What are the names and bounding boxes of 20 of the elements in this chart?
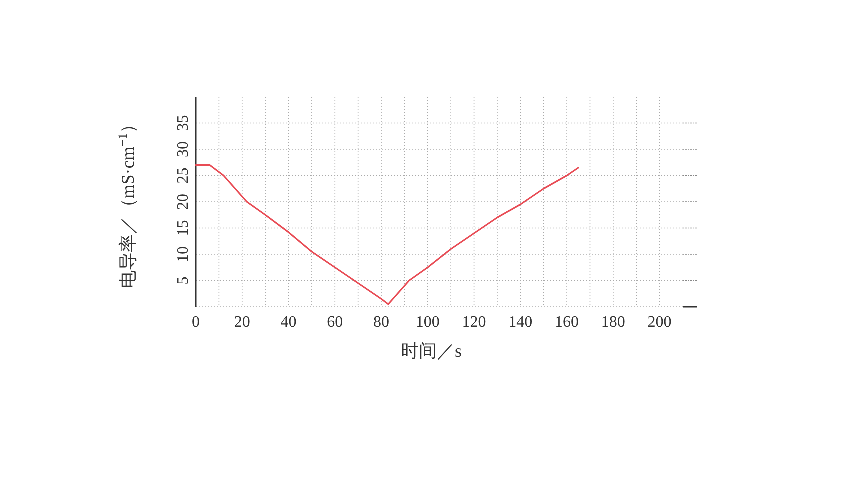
x-tick-label: 0 bbox=[192, 314, 200, 331]
x-tick-label: 180 bbox=[601, 314, 626, 331]
y-tick-label: 15 bbox=[175, 220, 192, 236]
y-tick-label: 10 bbox=[175, 246, 192, 262]
x-tick-label: 200 bbox=[648, 314, 672, 331]
y-tick-label: 35 bbox=[175, 115, 192, 132]
y-tick-label: 25 bbox=[175, 168, 192, 184]
y-tick-label: 20 bbox=[175, 194, 192, 210]
x-tick-label: 80 bbox=[374, 314, 390, 331]
y-tick-label: 30 bbox=[175, 142, 192, 158]
x-tick-label: 40 bbox=[280, 314, 297, 331]
y-tick-label: 5 bbox=[175, 276, 192, 285]
x-axis-title: 时间／s bbox=[400, 341, 462, 361]
x-tick-label: 60 bbox=[327, 314, 344, 331]
x-tick-label: 100 bbox=[416, 314, 440, 331]
x-tick-label: 20 bbox=[234, 314, 250, 331]
x-tick-label: 120 bbox=[462, 314, 486, 331]
line-series bbox=[195, 164, 580, 306]
x-tick-label: 140 bbox=[508, 314, 533, 331]
x-tick-label: 160 bbox=[555, 314, 580, 331]
